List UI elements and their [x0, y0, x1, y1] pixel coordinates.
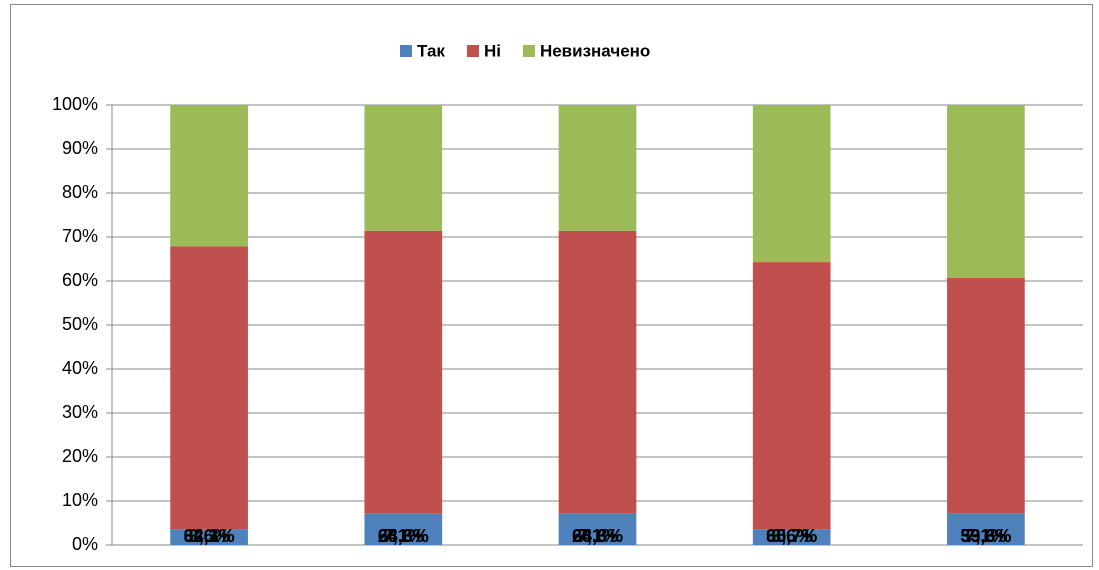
bar-segment [752, 262, 831, 530]
bar-segment [558, 230, 637, 514]
legend-label: Так [417, 41, 445, 60]
data-label: 32,1% [184, 526, 235, 546]
y-tick-label: 100% [52, 94, 98, 114]
bar-segment [364, 230, 443, 514]
data-label: 28,6% [572, 526, 623, 546]
bar-segment [752, 529, 831, 545]
legend-swatch [522, 45, 535, 57]
bar-segment [558, 105, 637, 231]
y-tick-label: 90% [62, 138, 98, 158]
y-tick-label: 40% [62, 358, 98, 378]
data-label: 39,3% [960, 526, 1011, 546]
y-tick-label: 80% [62, 182, 98, 202]
data-label: 7,1% [383, 526, 424, 546]
legend-swatch [466, 45, 479, 57]
data-label: 7,1% [577, 526, 618, 546]
bar-segment [947, 513, 1025, 545]
data-label: 64,3% [378, 526, 429, 546]
bar-segment [947, 277, 1025, 514]
y-tick-label: 20% [62, 446, 98, 466]
data-label: 7,1% [965, 526, 1006, 546]
bar-segment [364, 105, 443, 231]
bar-segment [364, 513, 443, 545]
bar-segment [170, 105, 248, 247]
data-label: 3,6% [189, 526, 230, 546]
bar-segment [170, 246, 248, 530]
legend-swatch [400, 45, 412, 57]
data-label: 28,6% [378, 526, 429, 546]
bar-segment [170, 529, 248, 545]
legend-label: Ні [484, 41, 501, 60]
bar-segment [558, 513, 637, 545]
legend-label: Невизначено [540, 41, 650, 60]
y-tick-label: 10% [62, 490, 98, 510]
y-tick-label: 60% [62, 270, 98, 290]
data-label: 64,3% [572, 526, 623, 546]
data-label: 53,6% [960, 526, 1011, 546]
data-label: 64,3% [184, 526, 235, 546]
bar-segment [947, 105, 1025, 278]
y-tick-label: 30% [62, 402, 98, 422]
data-label: 35,7% [766, 526, 817, 546]
data-label: 3,6% [771, 526, 812, 546]
data-label: 60,7% [766, 526, 817, 546]
bar-segment [752, 105, 831, 263]
y-tick-label: 50% [62, 314, 98, 334]
y-tick-label: 0% [72, 534, 98, 554]
y-tick-label: 70% [62, 226, 98, 246]
